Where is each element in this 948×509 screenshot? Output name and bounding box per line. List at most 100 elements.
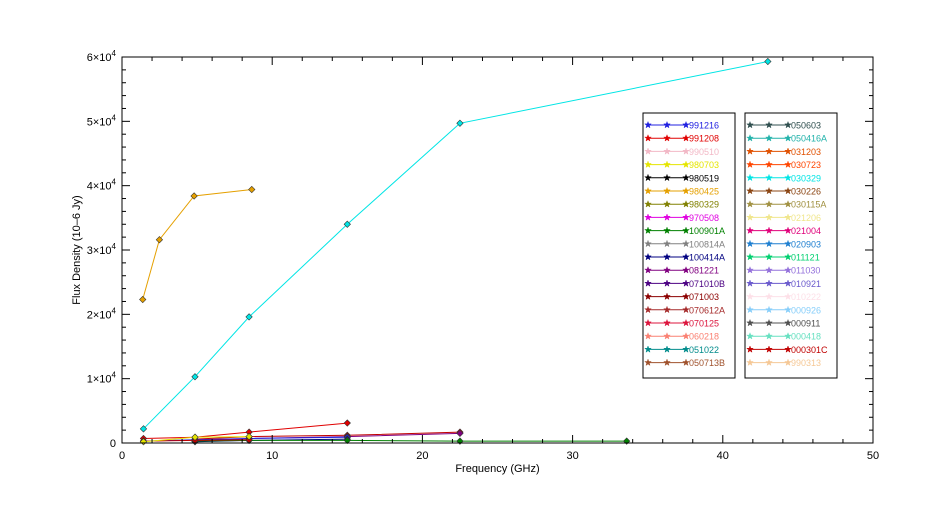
legend-label: 060218 xyxy=(689,332,719,342)
legend-star-marker xyxy=(746,186,754,195)
legend-label: 030115A xyxy=(791,200,826,210)
legend-star-marker xyxy=(784,358,792,367)
legend-label: 980703 xyxy=(689,160,719,170)
legend-item: 100814A xyxy=(644,239,725,249)
series-line xyxy=(194,431,460,440)
legend-item: 071010B xyxy=(644,279,725,289)
legend-star-marker xyxy=(663,358,671,367)
legend-label: 990510 xyxy=(689,147,719,157)
legend-star-marker xyxy=(682,200,690,208)
legend-label: 070612A xyxy=(689,305,725,315)
legend-star-marker xyxy=(784,134,792,142)
legend-item: 050416A xyxy=(746,134,827,144)
data-point xyxy=(764,57,772,66)
legend-star-marker xyxy=(746,345,754,353)
legend-star-marker xyxy=(784,345,792,353)
legend-star-marker xyxy=(746,332,754,340)
legend-star-marker xyxy=(784,186,792,195)
data-point xyxy=(139,425,148,433)
legend-star-marker xyxy=(663,120,671,129)
legend-item: 000911 xyxy=(746,318,820,329)
legend-item: 051022 xyxy=(644,345,719,355)
legend-star-marker xyxy=(644,332,652,340)
legend-star-marker xyxy=(746,173,754,182)
legend-star-marker xyxy=(746,120,754,129)
legend-star-marker xyxy=(746,292,754,301)
legend-label: 000926 xyxy=(791,305,821,315)
legend-item: 070612A xyxy=(644,305,725,315)
legend-star-marker xyxy=(746,226,754,235)
legend-star-marker xyxy=(784,318,792,327)
legend-star-marker xyxy=(644,160,652,169)
legend-item: 100414A xyxy=(644,252,725,263)
legend-star-marker xyxy=(663,213,671,221)
legend-star-marker xyxy=(682,292,690,301)
y-tick-label: 6×104 xyxy=(87,49,117,64)
legend-star-marker xyxy=(765,239,773,248)
legend-star-marker xyxy=(663,134,671,142)
legend-star-marker xyxy=(644,279,652,287)
legend-star-marker xyxy=(784,292,792,301)
legend-star-marker xyxy=(644,213,652,221)
legend-label: 030329 xyxy=(791,173,821,183)
legend-star-marker xyxy=(644,226,652,235)
legend-label: 970508 xyxy=(689,213,719,223)
data-point xyxy=(343,436,351,445)
legend-label: 010222 xyxy=(791,292,821,302)
legend-label: 071010B xyxy=(689,279,725,289)
legend-star-marker xyxy=(784,239,792,248)
legend-item: 010222 xyxy=(746,292,821,302)
legend-box-2: 050603 050416A 031203 030723 030329 030226 030… xyxy=(744,112,838,379)
series-line xyxy=(194,439,627,442)
legend-star-marker xyxy=(765,226,773,235)
legend-label: 011030 xyxy=(791,266,820,276)
legend-label: 000911 xyxy=(791,319,820,329)
legend-star-marker xyxy=(765,266,773,274)
legend-star-marker xyxy=(746,252,754,261)
legend-item: 011030 xyxy=(746,266,820,276)
legend-star-marker xyxy=(663,160,671,169)
legend-star-marker xyxy=(746,266,754,274)
y-tick-label: 5×104 xyxy=(87,113,117,128)
legend-star-marker xyxy=(682,186,690,195)
legend-star-marker xyxy=(746,200,754,208)
legend-star-marker xyxy=(746,358,754,367)
legend-star-marker xyxy=(682,252,690,261)
x-tick-label: 40 xyxy=(717,450,729,462)
y-tick-label: 4×104 xyxy=(87,178,117,193)
legend-star-marker xyxy=(784,160,792,169)
legend-label: 051022 xyxy=(689,345,719,355)
legend-star-marker xyxy=(765,200,773,208)
legend-label: 050603 xyxy=(791,121,821,131)
legend-star-marker xyxy=(765,173,773,182)
legend-label: 021004 xyxy=(791,226,821,236)
legend-star-marker xyxy=(765,279,773,287)
legend-item: 021004 xyxy=(746,226,821,236)
legend-item: 970508 xyxy=(644,213,719,223)
legend-star-marker xyxy=(644,358,652,367)
legend-label: 991216 xyxy=(689,121,719,131)
y-tick-label: 1×104 xyxy=(87,371,117,386)
legend-star-marker xyxy=(663,345,671,353)
data-point xyxy=(139,295,147,304)
legend-star-marker xyxy=(644,318,652,327)
data-point xyxy=(155,236,164,244)
legend-item: 031203 xyxy=(746,147,821,157)
legend-star-marker xyxy=(784,213,792,221)
data-point xyxy=(456,429,464,437)
x-axis-title: Frequency (GHz) xyxy=(455,463,539,475)
legend-star-marker xyxy=(682,134,690,142)
series-line xyxy=(142,189,252,300)
legend-star-marker xyxy=(682,345,690,353)
legend-star-marker xyxy=(644,134,652,142)
legend-star-marker xyxy=(765,120,773,129)
series-030329 xyxy=(139,57,772,433)
legend-label: 030723 xyxy=(791,160,821,170)
legend-item: 021206 xyxy=(746,213,821,223)
legend-star-marker xyxy=(784,120,792,129)
legend-star-marker xyxy=(765,186,773,195)
legend-item: 980519 xyxy=(644,173,719,183)
legend-label: 050713B xyxy=(689,358,725,368)
legend-star-marker xyxy=(644,120,652,129)
axis-layer: 0 10 20 30 40 50 0 1×104 2×104 3×104 4×104 5×104 6×1… xyxy=(87,49,879,462)
